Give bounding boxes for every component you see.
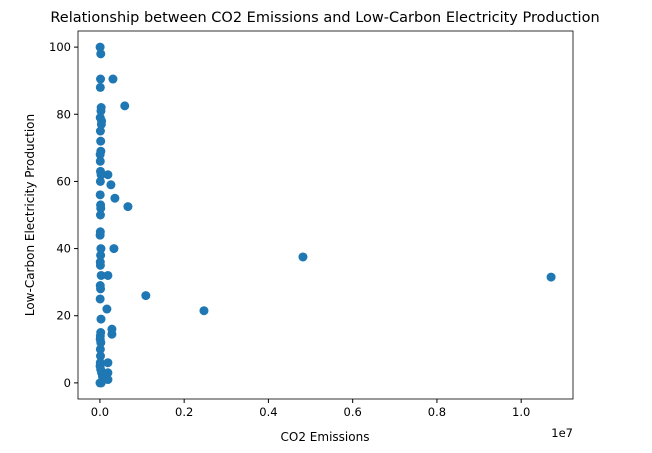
point xyxy=(96,270,106,280)
x-axis-label: CO2 Emissions xyxy=(281,430,370,444)
point xyxy=(103,358,113,368)
point xyxy=(103,375,113,385)
y-tick-label: 0 xyxy=(64,376,71,390)
point xyxy=(96,106,106,116)
point xyxy=(95,210,105,220)
point xyxy=(102,304,112,314)
x-tick-label: 0.8 xyxy=(428,405,446,419)
point xyxy=(96,338,106,348)
point xyxy=(95,82,105,92)
y-tick-label: 100 xyxy=(49,40,71,54)
point xyxy=(96,314,106,324)
point xyxy=(96,378,106,388)
point xyxy=(96,49,106,59)
x-offset-label: 1e7 xyxy=(551,426,573,440)
x-tick-label: 0.6 xyxy=(344,405,362,419)
point xyxy=(141,291,151,301)
point xyxy=(95,230,105,240)
y-tick-label: 20 xyxy=(56,309,71,323)
point xyxy=(103,368,113,378)
point xyxy=(199,306,209,316)
point xyxy=(95,351,105,361)
point xyxy=(95,42,105,52)
chart-title: Relationship between CO2 Emissions and L… xyxy=(50,10,599,26)
point xyxy=(103,270,113,280)
point xyxy=(96,203,106,213)
point xyxy=(95,156,105,166)
y-tick-label: 80 xyxy=(56,107,71,121)
x-tick-label: 1.0 xyxy=(512,405,530,419)
y-tick-label: 60 xyxy=(56,174,71,188)
point xyxy=(95,150,105,160)
point xyxy=(96,170,106,180)
point xyxy=(298,252,308,262)
point xyxy=(96,74,106,84)
x-tick-label: 0.2 xyxy=(175,405,193,419)
point xyxy=(96,244,106,254)
point xyxy=(96,250,106,260)
point xyxy=(95,344,105,354)
point xyxy=(96,119,106,129)
point xyxy=(95,294,105,304)
point xyxy=(95,126,105,136)
y-axis-label: Low-Carbon Electricity Production xyxy=(23,114,37,316)
point xyxy=(120,101,130,111)
point xyxy=(123,202,133,212)
point xyxy=(96,136,106,146)
point xyxy=(95,176,105,186)
y-tick-label: 40 xyxy=(56,242,71,256)
x-tick-label: 0.4 xyxy=(259,405,277,419)
point xyxy=(107,329,117,339)
x-tick-label: 0.0 xyxy=(91,405,109,419)
point xyxy=(108,74,118,84)
point xyxy=(109,244,119,254)
point xyxy=(546,272,556,282)
point xyxy=(110,193,120,203)
point xyxy=(95,190,105,200)
point xyxy=(106,180,116,190)
plot-frame xyxy=(77,30,574,400)
point xyxy=(103,170,113,180)
point xyxy=(96,284,106,294)
point xyxy=(95,260,105,270)
